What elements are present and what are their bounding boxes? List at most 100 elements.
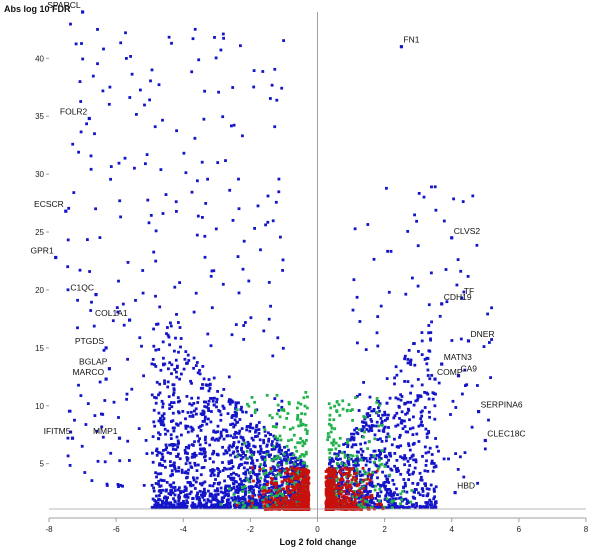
- data-point: [198, 489, 202, 493]
- data-point: [419, 505, 423, 509]
- data-point: [357, 503, 361, 507]
- data-point: [227, 460, 231, 464]
- data-point: [256, 504, 259, 508]
- data-point: [268, 414, 272, 417]
- data-point: [208, 457, 212, 460]
- data-point: [399, 398, 403, 402]
- data-point: [360, 480, 364, 484]
- data-point: [73, 418, 76, 422]
- data-point: [375, 469, 379, 473]
- data-point: [377, 424, 381, 428]
- data-point: [262, 472, 266, 476]
- data-point: [251, 462, 255, 465]
- data-point: [203, 504, 207, 507]
- data-point: [354, 458, 358, 461]
- data-point: [366, 223, 370, 226]
- data-point: [216, 501, 220, 505]
- data-point: [119, 41, 123, 45]
- data-point: [353, 494, 357, 497]
- data-point: [370, 420, 374, 423]
- data-point: [399, 455, 402, 459]
- data-point: [429, 506, 433, 509]
- data-point: [347, 485, 350, 489]
- data-point: [272, 457, 276, 461]
- data-point: [175, 129, 178, 133]
- data-point: [247, 279, 251, 283]
- data-point: [408, 505, 411, 509]
- data-point: [358, 393, 362, 396]
- data-point: [301, 444, 305, 448]
- gene-label-serpina6: SERPINA6: [481, 400, 523, 410]
- data-point: [285, 453, 289, 457]
- data-point: [361, 466, 365, 470]
- data-point: [217, 482, 221, 486]
- data-point: [430, 453, 434, 456]
- data-point: [241, 134, 244, 138]
- data-point: [445, 300, 449, 304]
- data-point: [217, 90, 220, 94]
- data-point: [357, 409, 361, 412]
- data-point: [280, 463, 284, 467]
- data-point: [359, 506, 363, 510]
- data-point: [158, 391, 162, 395]
- data-point: [431, 391, 435, 395]
- data-point: [364, 457, 368, 460]
- data-point: [402, 498, 405, 501]
- data-point: [386, 432, 390, 436]
- data-point: [409, 400, 412, 404]
- data-point: [328, 494, 332, 498]
- data-point: [244, 491, 247, 495]
- data-point: [220, 505, 224, 509]
- data-point: [488, 341, 491, 344]
- y-tick-label: 30: [35, 170, 44, 179]
- data-point: [355, 490, 359, 493]
- data-point: [303, 404, 307, 408]
- points-layer: [54, 10, 493, 511]
- data-point: [170, 420, 173, 423]
- data-point: [74, 42, 78, 46]
- data-point: [274, 501, 278, 504]
- data-point: [258, 438, 262, 442]
- data-point: [229, 453, 232, 457]
- data-point: [283, 478, 286, 482]
- data-point: [377, 499, 381, 503]
- data-point: [255, 425, 258, 428]
- data-point: [238, 418, 242, 421]
- data-point: [285, 460, 289, 463]
- gene-point-gpr1: [54, 255, 58, 260]
- data-point: [224, 505, 228, 509]
- data-point: [234, 430, 237, 434]
- data-point: [174, 200, 178, 204]
- data-point: [402, 506, 406, 509]
- data-point: [146, 198, 150, 202]
- data-point: [235, 421, 239, 424]
- data-point: [383, 425, 387, 429]
- data-point: [208, 494, 212, 498]
- data-point: [327, 402, 331, 406]
- data-point: [395, 487, 398, 491]
- data-point: [176, 442, 180, 446]
- data-point: [175, 422, 178, 426]
- data-point: [177, 497, 181, 501]
- data-point: [207, 489, 210, 493]
- data-point: [250, 486, 253, 490]
- data-point: [326, 484, 330, 488]
- data-point: [283, 469, 287, 473]
- data-point: [159, 418, 163, 422]
- data-point: [96, 28, 99, 31]
- data-point: [280, 483, 284, 487]
- data-point: [268, 507, 272, 510]
- data-point: [476, 384, 479, 387]
- data-point: [330, 499, 333, 502]
- data-point: [283, 490, 286, 493]
- data-point: [173, 493, 177, 497]
- data-point: [301, 503, 305, 506]
- data-point: [232, 436, 235, 439]
- data-point: [394, 497, 398, 501]
- data-point: [341, 463, 345, 467]
- data-point: [461, 392, 464, 396]
- data-point: [393, 491, 396, 495]
- data-point: [292, 472, 296, 476]
- data-point: [257, 472, 261, 476]
- data-point: [202, 498, 206, 502]
